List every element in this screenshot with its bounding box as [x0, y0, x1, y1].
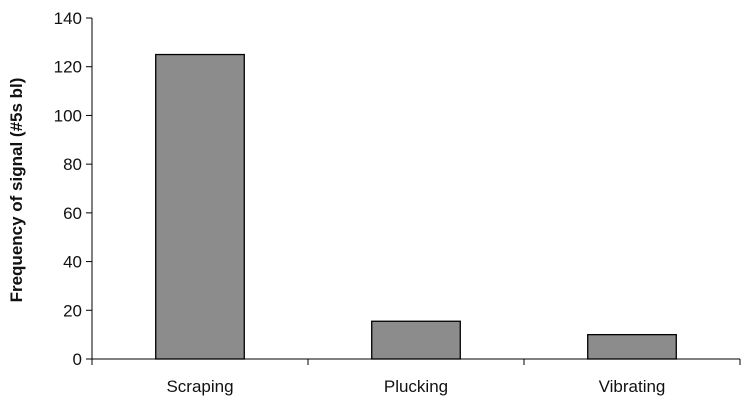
- y-tick-label: 40: [63, 253, 82, 272]
- x-category-label: Vibrating: [599, 377, 666, 396]
- x-category-label: Plucking: [384, 377, 448, 396]
- y-tick-label: 80: [63, 155, 82, 174]
- y-tick-label: 0: [73, 350, 82, 369]
- y-tick-label: 120: [54, 58, 82, 77]
- bar-scraping: [155, 53, 245, 360]
- y-tick-label: 100: [54, 106, 82, 125]
- bar-vibrating: [587, 333, 677, 360]
- y-axis-title: Frequency of signal (#5s bl): [7, 78, 26, 303]
- y-tick-label: 140: [54, 9, 82, 28]
- bar-plucking: [371, 320, 461, 360]
- y-tick-label: 60: [63, 204, 82, 223]
- y-tick-label: 20: [63, 301, 82, 320]
- x-category-label: Scraping: [166, 377, 233, 396]
